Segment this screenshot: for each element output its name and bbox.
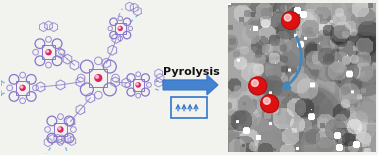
Circle shape: [95, 75, 102, 81]
Circle shape: [46, 50, 51, 55]
Circle shape: [136, 83, 140, 87]
Circle shape: [58, 127, 63, 132]
FancyArrow shape: [163, 75, 218, 95]
Text: Pyrolysis: Pyrolysis: [163, 67, 219, 77]
Circle shape: [119, 27, 121, 29]
Circle shape: [136, 83, 138, 85]
Circle shape: [251, 80, 258, 86]
Circle shape: [59, 128, 60, 130]
Circle shape: [282, 12, 300, 29]
Circle shape: [96, 75, 99, 78]
Circle shape: [263, 97, 270, 104]
FancyArrowPatch shape: [283, 37, 301, 89]
Circle shape: [21, 86, 23, 88]
Circle shape: [46, 50, 49, 52]
Circle shape: [118, 27, 122, 30]
Circle shape: [261, 95, 279, 113]
Circle shape: [20, 85, 25, 90]
Circle shape: [249, 77, 267, 95]
Circle shape: [284, 14, 291, 21]
